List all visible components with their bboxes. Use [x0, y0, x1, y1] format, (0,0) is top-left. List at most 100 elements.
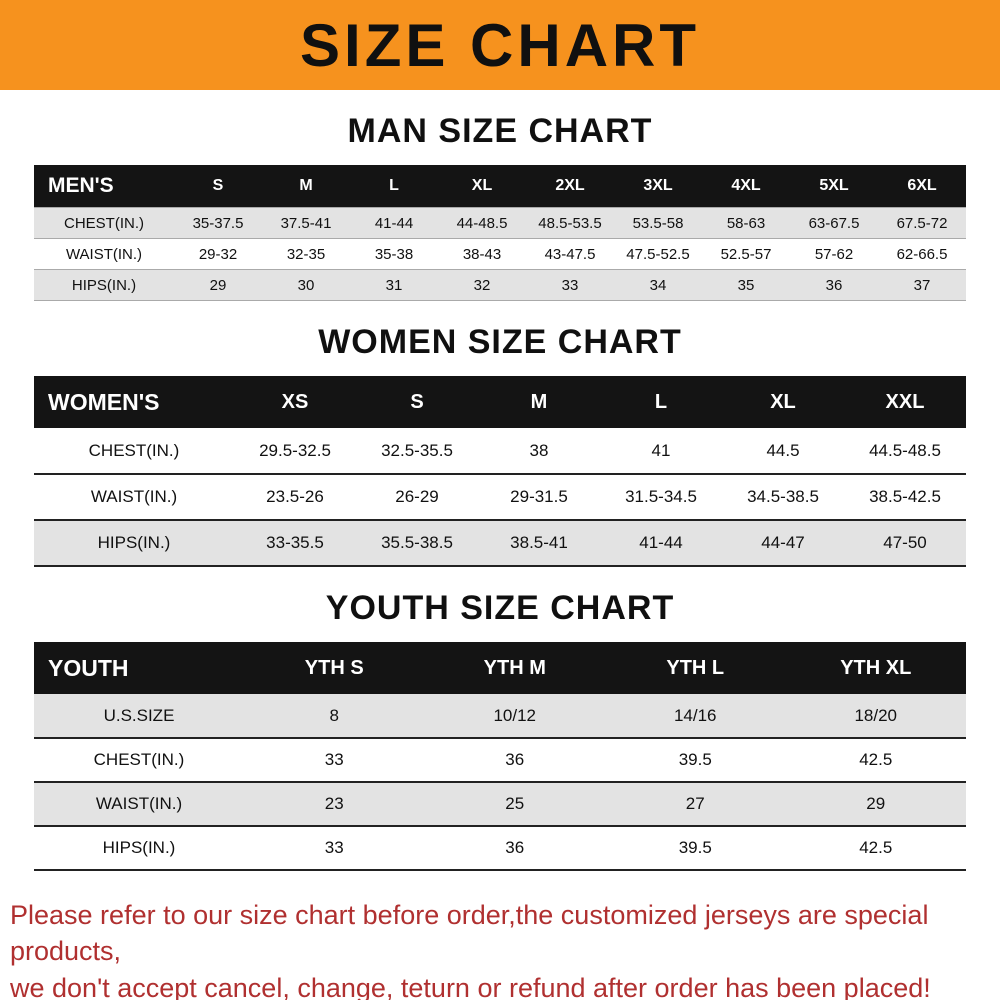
- size-value: 57-62: [790, 238, 878, 270]
- size-value: 47-50: [844, 520, 966, 567]
- row-label: HIPS(IN.): [34, 826, 244, 871]
- size-value: 62-66.5: [878, 238, 966, 270]
- table-header-row: WOMEN'S XS S M L XL XXL: [34, 376, 966, 428]
- table-row: HIPS(IN.) 33-35.5 35.5-38.5 38.5-41 41-44 44-…: [34, 520, 966, 567]
- size-value: 35-38: [350, 238, 438, 270]
- size-value: 33: [244, 738, 425, 783]
- size-value: 44-47: [722, 520, 844, 567]
- size-value: 52.5-57: [702, 238, 790, 270]
- table-row: CHEST(IN.) 35-37.5 37.5-41 41-44 44-48.5 48.5…: [34, 207, 966, 239]
- size-value: 38: [478, 428, 600, 475]
- size-value: 10/12: [424, 694, 605, 739]
- size-value: 44.5: [722, 428, 844, 475]
- size-value: 36: [424, 826, 605, 871]
- size-column-header: S: [356, 376, 478, 428]
- row-label: CHEST(IN.): [34, 207, 174, 239]
- row-label: CHEST(IN.): [34, 738, 244, 783]
- size-value: 42.5: [785, 826, 966, 871]
- size-column-header: L: [600, 376, 722, 428]
- section-title-youth: YOUTH SIZE CHART: [325, 589, 675, 627]
- size-value: 38.5-42.5: [844, 474, 966, 521]
- size-value: 29-31.5: [478, 474, 600, 521]
- table-row: WAIST(IN.) 29-32 32-35 35-38 38-43 43-47.5 47.…: [34, 238, 966, 270]
- size-value: 25: [424, 782, 605, 827]
- row-label: HIPS(IN.): [34, 269, 174, 301]
- row-label-header: WOMEN'S: [34, 376, 234, 428]
- size-value: 27: [605, 782, 786, 827]
- women-size-table: WOMEN'S XS S M L XL XXL CHEST(IN.) 29.5-32.5 32.5…: [34, 376, 966, 567]
- size-value: 32-35: [262, 238, 350, 270]
- size-column-header: M: [262, 165, 350, 208]
- size-column-header: 5XL: [790, 165, 878, 208]
- row-label-header: YOUTH: [34, 642, 244, 694]
- row-label: U.S.SIZE: [34, 694, 244, 739]
- size-value: 14/16: [605, 694, 786, 739]
- table-row: HIPS(IN.) 33 36 39.5 42.5: [34, 826, 966, 871]
- size-value: 29-32: [174, 238, 262, 270]
- size-value: 42.5: [785, 738, 966, 783]
- man-size-table: MEN'S S M L XL 2XL 3XL 4XL 5XL 6XL CHEST(IN.) 35-37…: [34, 165, 966, 301]
- section-women: WOMEN SIZE CHART WOMEN'S XS S M L XL XXL CHEST(…: [0, 323, 1000, 567]
- size-value: 38.5-41: [478, 520, 600, 567]
- row-label: WAIST(IN.): [34, 782, 244, 827]
- size-value: 33: [244, 826, 425, 871]
- table-header-row: MEN'S S M L XL 2XL 3XL 4XL 5XL 6XL: [34, 165, 966, 208]
- size-value: 35.5-38.5: [356, 520, 478, 567]
- size-value: 23: [244, 782, 425, 827]
- size-value: 34: [614, 269, 702, 301]
- row-label: WAIST(IN.): [34, 474, 234, 521]
- size-value: 39.5: [605, 738, 786, 783]
- size-column-header: 2XL: [526, 165, 614, 208]
- size-value: 58-63: [702, 207, 790, 239]
- size-value: 31: [350, 269, 438, 301]
- table-header-row: YOUTH YTH S YTH M YTH L YTH XL: [34, 642, 966, 694]
- size-value: 41: [600, 428, 722, 475]
- table-row: CHEST(IN.) 29.5-32.5 32.5-35.5 38 41 44.5 44.5…: [34, 428, 966, 475]
- size-value: 35: [702, 269, 790, 301]
- size-value: 41-44: [600, 520, 722, 567]
- banner-title: SIZE CHART: [300, 11, 700, 79]
- size-value: 26-29: [356, 474, 478, 521]
- size-value: 38-43: [438, 238, 526, 270]
- size-value: 36: [424, 738, 605, 783]
- size-value: 44-48.5: [438, 207, 526, 239]
- footer-line-1: Please refer to our size chart before or…: [10, 900, 929, 967]
- size-column-header: XS: [234, 376, 356, 428]
- table-row: WAIST(IN.) 23 25 27 29: [34, 782, 966, 827]
- size-column-header: YTH M: [424, 642, 605, 694]
- size-column-header: S: [174, 165, 262, 208]
- size-value: 29.5-32.5: [234, 428, 356, 475]
- table-row: HIPS(IN.) 29 30 31 32 33 34 35 36 37: [34, 269, 966, 301]
- size-value: 35-37.5: [174, 207, 262, 239]
- footer-note: Please refer to our size chart before or…: [10, 897, 990, 1000]
- size-value: 41-44: [350, 207, 438, 239]
- size-value: 37: [878, 269, 966, 301]
- size-value: 32: [438, 269, 526, 301]
- size-value: 43-47.5: [526, 238, 614, 270]
- footer-line-2: we don't accept cancel, change, teturn o…: [10, 972, 931, 1000]
- size-value: 47.5-52.5: [614, 238, 702, 270]
- size-value: 44.5-48.5: [844, 428, 966, 475]
- size-column-header: XL: [722, 376, 844, 428]
- size-value: 33: [526, 269, 614, 301]
- size-value: 30: [262, 269, 350, 301]
- section-man: MAN SIZE CHART MEN'S S M L XL 2XL 3XL 4XL 5XL 6XL…: [0, 112, 1000, 301]
- size-column-header: XL: [438, 165, 526, 208]
- youth-size-table: YOUTH YTH S YTH M YTH L YTH XL U.S.SIZE 8 10/12…: [34, 642, 966, 871]
- row-label: CHEST(IN.): [34, 428, 234, 475]
- size-value: 29: [785, 782, 966, 827]
- row-label-header: MEN'S: [34, 165, 174, 208]
- size-value: 34.5-38.5: [722, 474, 844, 521]
- size-value: 63-67.5: [790, 207, 878, 239]
- size-column-header: XXL: [844, 376, 966, 428]
- size-value: 8: [244, 694, 425, 739]
- size-value: 39.5: [605, 826, 786, 871]
- row-label: HIPS(IN.): [34, 520, 234, 567]
- section-title-man: MAN SIZE CHART: [347, 112, 653, 150]
- size-column-header: M: [478, 376, 600, 428]
- size-value: 23.5-26: [234, 474, 356, 521]
- size-column-header: YTH S: [244, 642, 425, 694]
- size-value: 53.5-58: [614, 207, 702, 239]
- size-value: 32.5-35.5: [356, 428, 478, 475]
